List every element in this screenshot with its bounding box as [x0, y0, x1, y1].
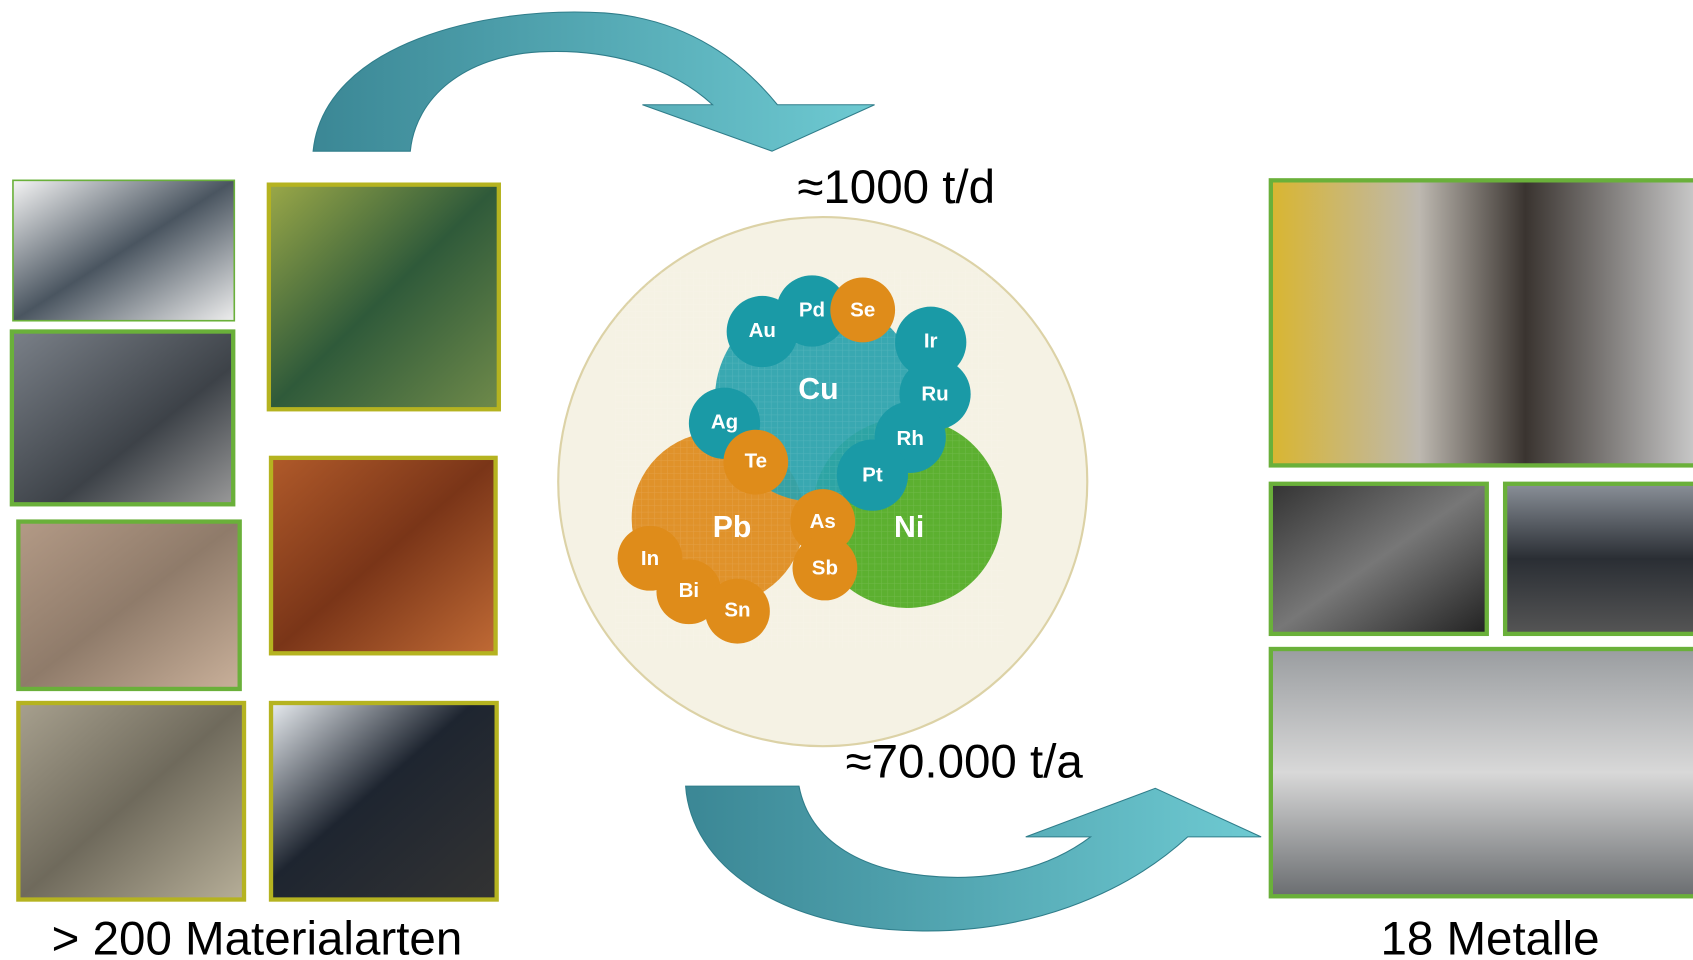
throughput-label: ≈70.000 t/a	[846, 736, 1084, 789]
input-photos	[12, 180, 499, 899]
element-label: Ir	[924, 330, 938, 353]
element-label: Se	[850, 298, 875, 321]
element-label: Sn	[724, 599, 750, 622]
element-label: Bi	[679, 579, 699, 602]
element-label: Te	[745, 450, 767, 473]
outputs-caption: 18 Metalle	[1380, 913, 1599, 960]
core-label: Pb	[713, 511, 752, 544]
core-label: Ni	[894, 511, 924, 544]
arrow	[313, 12, 874, 151]
element-label: As	[810, 510, 836, 533]
photo	[18, 703, 244, 900]
output-photos	[1271, 180, 1693, 896]
photo	[13, 180, 234, 320]
element-label: Rh	[897, 427, 924, 450]
photo	[1271, 484, 1487, 634]
element-label: Ru	[921, 383, 948, 406]
core-label: Cu	[798, 373, 838, 406]
element-label: Ag	[711, 411, 738, 434]
photo	[1505, 484, 1693, 634]
element-label: Sb	[812, 557, 838, 580]
element-label: Pd	[799, 298, 825, 321]
arrow	[686, 786, 1261, 931]
photo	[1271, 180, 1693, 465]
element-label: Au	[749, 319, 776, 342]
diagram: Cu Pb Ni Au Pd Se Ir Ru Rh Pt Ag Te As S…	[0, 0, 1693, 960]
element-label: In	[641, 547, 659, 570]
photo	[18, 522, 239, 689]
photo	[271, 458, 496, 653]
element-label: Pt	[862, 464, 883, 487]
photo	[269, 185, 499, 410]
inputs-caption: > 200 Materialarten	[52, 913, 463, 960]
throughput-label: ≈1000 t/d	[797, 161, 995, 214]
photo	[1271, 649, 1693, 896]
photo	[12, 332, 233, 505]
metal-cluster: Cu Pb Ni Au Pd Se Ir Ru Rh Pt Ag Te As S…	[615, 270, 1004, 648]
photo	[271, 703, 497, 900]
